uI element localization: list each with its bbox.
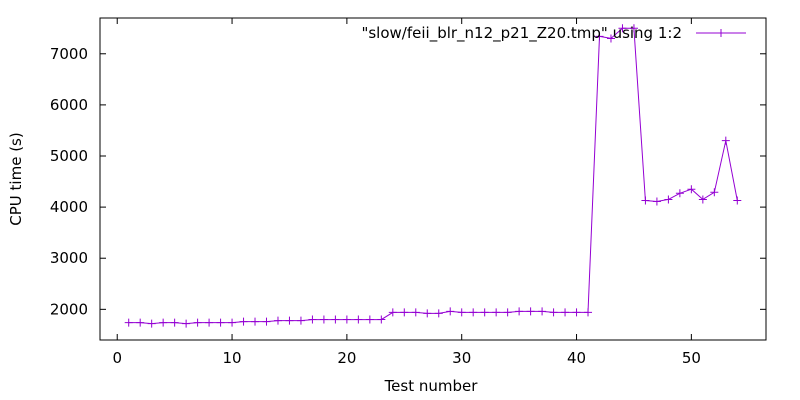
x-axis-title: Test number — [384, 377, 479, 395]
data-point-marker — [136, 318, 145, 327]
data-point-marker — [239, 317, 248, 326]
data-point-marker — [492, 308, 501, 317]
data-point-marker — [296, 316, 305, 325]
data-point-marker — [652, 197, 661, 206]
data-point-marker — [675, 189, 684, 198]
data-point-marker — [515, 307, 524, 316]
x-tick-label: 50 — [682, 349, 701, 367]
data-point-marker — [549, 308, 558, 317]
y-tick-label: 2000 — [50, 300, 88, 318]
data-point-marker — [618, 24, 627, 33]
y-tick-label: 5000 — [50, 147, 88, 165]
data-point-marker — [584, 308, 593, 317]
data-point-marker — [262, 317, 271, 326]
data-point-marker — [561, 308, 570, 317]
x-tick-label: 0 — [112, 349, 122, 367]
data-point-marker — [538, 307, 547, 316]
x-tick-label: 20 — [337, 349, 356, 367]
y-tick-label: 3000 — [50, 249, 88, 267]
plot-frame — [99, 17, 767, 341]
data-point-marker — [629, 24, 638, 33]
data-point-marker — [342, 315, 351, 324]
data-point-marker — [319, 315, 328, 324]
data-point-marker — [251, 317, 260, 326]
data-point-marker — [641, 196, 650, 205]
data-point-marker — [423, 309, 432, 318]
data-point-marker — [273, 316, 282, 325]
data-point-marker — [698, 195, 707, 204]
data-point-marker — [664, 195, 673, 204]
x-tick-label: 10 — [223, 349, 242, 367]
data-point-marker — [606, 34, 615, 43]
data-point-marker — [147, 319, 156, 328]
data-point-marker — [205, 318, 214, 327]
data-point-marker — [193, 318, 202, 327]
data-point-marker — [124, 318, 133, 327]
data-point-marker — [733, 196, 742, 205]
series-line — [128, 27, 738, 325]
data-point-marker — [331, 315, 340, 324]
data-point-marker — [721, 136, 730, 145]
data-point-marker — [572, 308, 581, 317]
data-point-marker — [446, 307, 455, 316]
data-point-marker — [434, 309, 443, 318]
data-point-marker — [182, 319, 191, 328]
data-point-marker — [228, 318, 237, 327]
data-point-marker — [388, 308, 397, 317]
data-point-marker — [354, 315, 363, 324]
data-point-marker — [170, 318, 179, 327]
data-point-marker — [469, 308, 478, 317]
data-point-marker — [687, 185, 696, 194]
y-tick-label: 6000 — [50, 96, 88, 114]
axis-ticks — [100, 18, 766, 340]
data-point-marker — [480, 308, 489, 317]
data-point-marker — [308, 315, 317, 324]
x-tick-label: 40 — [567, 349, 586, 367]
data-point-marker — [377, 315, 386, 324]
data-point-marker — [595, 32, 604, 41]
data-point-marker — [285, 316, 294, 325]
legend-marker — [717, 29, 725, 37]
legend-plus-marker — [717, 29, 725, 37]
data-point-marker — [503, 308, 512, 317]
data-point-marker — [400, 308, 409, 317]
data-point-marker — [457, 308, 466, 317]
y-axis-title: CPU time (s) — [7, 132, 25, 225]
data-point-marker — [216, 318, 225, 327]
data-point-marker — [365, 315, 374, 324]
data-point-marker — [526, 307, 535, 316]
data-point-marker — [411, 308, 420, 317]
series-layer — [124, 24, 742, 328]
y-tick-label: 7000 — [50, 45, 88, 63]
tick-labels: 0 10 20 30 40 50 2000 3000 4000 5000 6000 7000 — [50, 45, 701, 367]
data-point-marker — [159, 318, 168, 327]
data-point-marker — [710, 188, 719, 197]
x-tick-label: 30 — [452, 349, 471, 367]
legend-series-label: "slow/feii_blr_n12_p21_Z20.tmp" using 1:… — [361, 24, 682, 43]
legend: "slow/feii_blr_n12_p21_Z20.tmp" using 1:… — [361, 24, 746, 43]
y-tick-label: 4000 — [50, 198, 88, 216]
